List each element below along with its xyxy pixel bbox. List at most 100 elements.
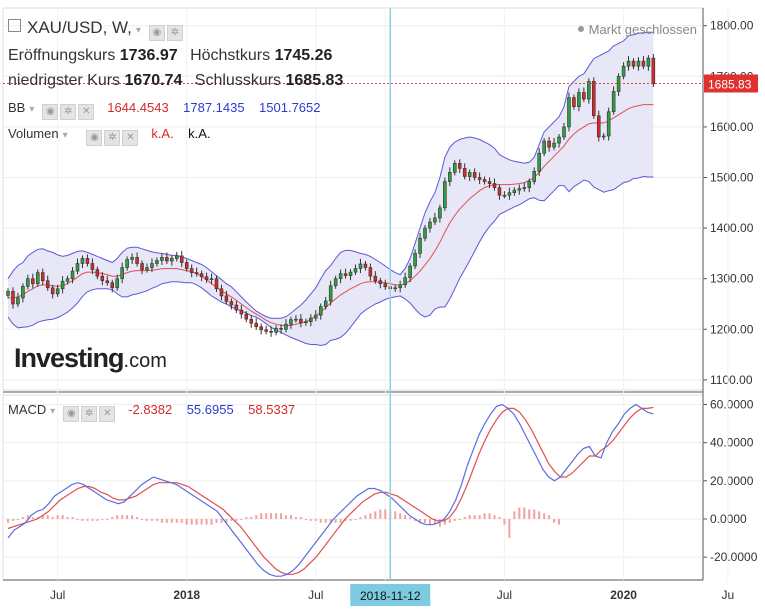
volume-label[interactable]: Volumen	[8, 126, 59, 141]
eye-icon[interactable]: ◉	[148, 25, 165, 41]
candle-body	[80, 258, 85, 264]
macd-pane	[2, 394, 704, 581]
candle-body	[170, 258, 174, 262]
gear-icon[interactable]: ✲	[60, 104, 77, 120]
volume-value-2: k.A.	[188, 126, 211, 141]
bb-upper-line	[7, 31, 654, 319]
candle-body	[105, 280, 110, 284]
candle-body	[309, 317, 313, 322]
candle-body	[115, 278, 119, 289]
macd-hist-bar	[384, 509, 387, 519]
macd-hist-bar	[404, 515, 407, 519]
candle-body	[40, 272, 45, 282]
macd-hist-bar	[270, 513, 273, 519]
macd-hist-bar	[96, 518, 99, 521]
chevron-down-icon[interactable]: ▾	[29, 104, 35, 115]
macd-hist-bar	[374, 511, 377, 519]
candle-body	[572, 97, 576, 107]
candle-body	[537, 152, 541, 172]
close-icon[interactable]: ✕	[78, 104, 95, 120]
macd-hist-bar	[235, 518, 238, 521]
chevron-down-icon[interactable]: ▾	[50, 406, 56, 417]
candle-body	[587, 81, 591, 100]
candle-body	[36, 272, 40, 285]
candle-body	[274, 327, 278, 333]
price-tick-label: 1600.00	[710, 120, 754, 134]
bb-band-fill	[8, 32, 654, 346]
macd-hist-bar	[354, 518, 357, 520]
macd-hist-bar	[56, 515, 59, 519]
macd-hist-bar	[170, 518, 173, 523]
eye-icon[interactable]: ◉	[42, 104, 59, 120]
macd-tick-label: -20.0000	[710, 550, 758, 564]
close-icon[interactable]: ✕	[122, 130, 139, 146]
candle-body	[601, 135, 606, 138]
candle-body	[413, 253, 417, 267]
candle-body	[209, 278, 214, 281]
candle-body	[6, 291, 10, 296]
gear-icon[interactable]: ✲	[81, 406, 98, 422]
candle-body	[457, 163, 462, 169]
macd-hist-bar	[11, 518, 14, 521]
chevron-down-icon[interactable]: ▾	[135, 25, 141, 36]
candle-body	[90, 263, 95, 270]
candle-body	[502, 194, 507, 197]
macd-label[interactable]: MACD	[8, 402, 47, 417]
ohlc-row-2: niedrigster Kurs 1670.74 Schlusskurs 168…	[8, 72, 351, 90]
macd-hist-bar	[299, 517, 302, 519]
macd-hist-bar	[339, 518, 342, 523]
candle-body	[45, 280, 50, 289]
macd-legend: MACD ▾ ◉ ✲ ✕ -2.8382 55.6955 58.5337	[8, 402, 295, 422]
candle-body	[348, 271, 353, 276]
candle-body	[492, 183, 497, 188]
symbol-label[interactable]: XAU/USD, W,	[27, 18, 132, 37]
eye-icon[interactable]: ◉	[63, 406, 80, 422]
candle-body	[343, 273, 348, 276]
price-tick-label: 1300.00	[710, 272, 754, 286]
candle-body	[646, 57, 651, 67]
candle-body	[239, 309, 244, 315]
collapse-icon[interactable]	[8, 19, 21, 32]
macd-hist-bar	[121, 515, 124, 519]
bb-label[interactable]: BB	[8, 100, 26, 115]
macd-hist-bar	[150, 518, 153, 521]
macd-hist-bar	[528, 509, 531, 519]
macd-hist-bar	[314, 518, 317, 521]
chevron-down-icon[interactable]: ▾	[62, 130, 68, 141]
candle-body	[294, 318, 298, 321]
last-price-tag	[704, 74, 758, 93]
price-tick-label: 1500.00	[710, 170, 754, 184]
candle-body	[21, 285, 25, 299]
candle-body	[592, 81, 596, 117]
macd-hist-bar	[126, 515, 129, 519]
macd-line	[7, 403, 654, 577]
candle-body	[150, 263, 154, 268]
macd-hist-bar	[508, 518, 511, 539]
macd-hist-bar	[260, 513, 263, 519]
gear-icon[interactable]: ✲	[166, 25, 183, 41]
candle-body	[55, 288, 60, 295]
macd-hist-bar	[334, 518, 337, 523]
candle-body	[85, 258, 90, 264]
macd-hist-bar	[428, 518, 431, 525]
macd-hist-bar	[493, 515, 496, 519]
macd-hist-bar	[399, 513, 402, 519]
macd-hist-bar	[146, 518, 148, 521]
candle-body	[532, 171, 536, 182]
candle-body	[408, 265, 412, 278]
eye-icon[interactable]: ◉	[86, 130, 103, 146]
bb-mid-value: 1644.4543	[107, 100, 169, 115]
macd-hist-bar	[131, 515, 134, 519]
candle-body	[179, 255, 184, 263]
macd-hist-bar	[324, 518, 327, 523]
candle-body	[358, 263, 363, 269]
high-label: Höchstkurs	[190, 47, 271, 64]
candle-body	[199, 273, 204, 277]
macd-hist-bar	[463, 517, 466, 519]
gear-icon[interactable]: ✲	[104, 130, 121, 146]
price-tick-label: 1200.00	[710, 322, 754, 336]
macd-hist-bar	[468, 515, 471, 519]
close-icon[interactable]: ✕	[99, 406, 116, 422]
macd-hist-bar	[285, 515, 287, 519]
